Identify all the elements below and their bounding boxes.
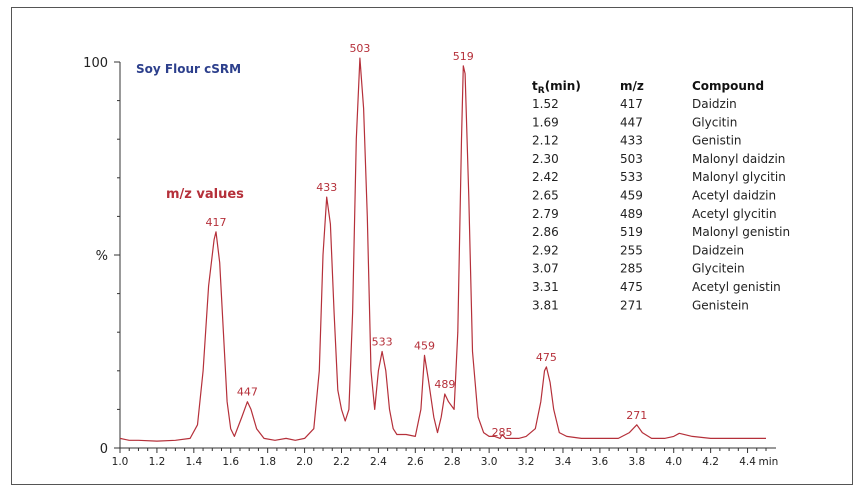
table-cell: 1.52 — [532, 97, 559, 111]
chromatogram-trace — [119, 57, 766, 442]
table-cell: 489 — [620, 207, 643, 221]
x-tick-label: 2.4 — [370, 456, 387, 468]
table-cell: 255 — [620, 243, 643, 257]
table-cell: Malonyl genistin — [692, 225, 790, 239]
x-unit-label: min — [759, 456, 779, 468]
table-cell: Genistein — [692, 298, 749, 312]
annotation-heading: m/z values — [166, 187, 244, 202]
table-cell: 417 — [620, 97, 643, 111]
table-cell: 519 — [620, 225, 643, 239]
peak-label: 475 — [536, 351, 557, 364]
peak-label: 459 — [414, 339, 435, 352]
x-tick-label: 2.0 — [296, 456, 313, 468]
x-tick-label: 1.8 — [259, 456, 276, 468]
x-tick-label: 2.2 — [333, 456, 350, 468]
table-cell: 1.69 — [532, 115, 559, 129]
table-cell: 3.07 — [532, 262, 559, 276]
table-cell: 459 — [620, 189, 643, 203]
x-tick-label: 2.8 — [444, 456, 461, 468]
x-tick-label: 4.0 — [665, 456, 682, 468]
table-cell: 475 — [620, 280, 643, 294]
table-cell: 433 — [620, 134, 643, 148]
table-cell: Acetyl daidzin — [692, 189, 776, 203]
table-cell: 533 — [620, 170, 643, 184]
table-cell: 2.12 — [532, 134, 559, 148]
table-cell: 271 — [620, 298, 643, 312]
table-header: tR(min) m/z Compound — [532, 79, 764, 96]
table-cell: 3.81 — [532, 298, 559, 312]
table-cell: Daidzein — [692, 243, 744, 257]
x-tick-label: 4.2 — [702, 456, 719, 468]
trace-group — [119, 57, 766, 442]
x-tick-label: 4.4 — [739, 456, 756, 468]
table-cell: 503 — [620, 152, 643, 166]
x-tick-label: 3.4 — [555, 456, 572, 468]
y-tick-label: % — [96, 249, 108, 264]
x-tick-label: 2.6 — [407, 456, 424, 468]
peak-label: 433 — [316, 181, 337, 194]
header-time-sub: R — [538, 86, 545, 96]
y-tick-label: 100 — [83, 56, 108, 71]
header-mz: m/z — [620, 79, 644, 93]
axes-group: 0% 100 1.0 1.2 1.4 1.6 1.8 2.0 2.2 2.4 2.6 2.8 3.0 3.… — [83, 56, 778, 468]
table-cell: 2.86 — [532, 225, 559, 239]
table-cell: 2.65 — [532, 189, 559, 203]
peak-labels-group: 417 447 433 503 533 459 489 519 285 475 271 — [205, 42, 647, 439]
table-cell: 2.42 — [532, 170, 559, 184]
table-cell: Genistin — [692, 134, 742, 148]
header-time: tR(min) — [532, 79, 581, 96]
chart-frame — [11, 7, 853, 485]
x-tick-label: 1.6 — [222, 456, 239, 468]
table-cell: 2.79 — [532, 207, 559, 221]
table-cell: 447 — [620, 115, 643, 129]
table-cell: Glycitin — [692, 115, 737, 129]
peak-label: 417 — [205, 216, 226, 229]
table-cell: 285 — [620, 262, 643, 276]
table-cell: 2.30 — [532, 152, 559, 166]
header-compound: Compound — [692, 79, 764, 93]
peak-label: 503 — [349, 42, 370, 55]
peak-label: 519 — [453, 50, 474, 63]
peak-label: 285 — [492, 426, 513, 439]
table-cell: Malonyl glycitin — [692, 170, 786, 184]
peak-label: 489 — [434, 378, 455, 391]
table-cell: 3.31 — [532, 280, 559, 294]
y-tick-label: 0 — [100, 442, 108, 457]
table-cell: 2.92 — [532, 243, 559, 257]
table-cell: Malonyl daidzin — [692, 152, 785, 166]
chart-title: Soy Flour cSRM — [136, 62, 241, 76]
header-time-main: t — [532, 79, 538, 93]
peak-label: 533 — [372, 336, 393, 349]
table-cell: Glycitein — [692, 262, 745, 276]
x-tick-label: 1.2 — [149, 456, 166, 468]
x-tick-label: 3.0 — [481, 456, 498, 468]
compound-table: 1.52 417 Daidzin 1.69 447 Glycitin 2.12 433 Geni… — [532, 97, 790, 312]
x-tick-label: 1.0 — [112, 456, 129, 468]
peak-label: 447 — [237, 386, 258, 399]
x-tick-label: 1.4 — [185, 456, 202, 468]
table-cell: Daidzin — [692, 97, 737, 111]
x-tick-label: 3.6 — [592, 456, 609, 468]
header-time-unit: (min) — [545, 79, 581, 93]
table-cell: Acetyl genistin — [692, 280, 781, 294]
peak-label: 271 — [626, 409, 647, 422]
table-cell: Acetyl glycitin — [692, 207, 777, 221]
x-tick-label: 3.2 — [518, 456, 535, 468]
x-tick-label: 3.8 — [628, 456, 645, 468]
